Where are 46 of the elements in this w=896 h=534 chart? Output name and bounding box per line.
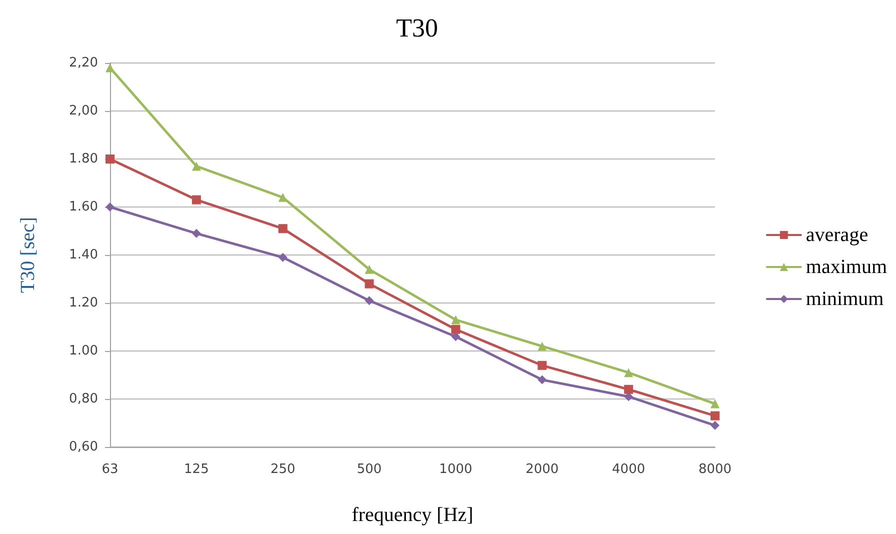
point <box>451 332 460 342</box>
x-axis-title: frequency [Hz] <box>352 504 474 526</box>
point <box>106 154 114 164</box>
legend-label: average <box>806 224 868 246</box>
point <box>364 264 374 274</box>
x-tick-label: 250 <box>270 462 296 477</box>
point <box>710 420 720 430</box>
y-tick-label: 1.80 <box>69 152 98 166</box>
x-tick-label: 125 <box>184 462 209 477</box>
y-tick-label: 1.00 <box>69 344 98 358</box>
point <box>364 279 374 288</box>
point <box>624 392 634 402</box>
point <box>192 195 201 204</box>
point <box>106 202 114 212</box>
y-tick-label: 0,80 <box>69 392 98 406</box>
point <box>624 384 634 394</box>
point <box>451 324 460 334</box>
chart-title: T30 <box>396 14 438 42</box>
x-tick-label: 8000 <box>698 462 732 477</box>
point <box>451 315 460 324</box>
y-tick-label: 0,60 <box>69 440 98 454</box>
point <box>192 228 201 238</box>
x-tick-label: 1000 <box>439 462 472 477</box>
y-tick-label: 1.60 <box>69 200 98 214</box>
point <box>278 224 288 234</box>
y-tick-label: 1.20 <box>69 296 98 310</box>
legend-label: maximum <box>806 256 888 278</box>
x-tick-label: 63 <box>102 462 118 477</box>
point <box>278 192 288 202</box>
point <box>710 399 720 408</box>
y-tick-label: 2,00 <box>69 104 98 118</box>
point <box>538 360 547 370</box>
x-tick-label: 2000 <box>526 462 559 477</box>
x-tick-label: 4000 <box>612 462 646 477</box>
point <box>710 411 720 420</box>
point <box>624 368 634 378</box>
y-tick-label: 1.40 <box>69 248 98 262</box>
point <box>538 375 547 384</box>
point <box>192 162 201 171</box>
x-tick-label: 500 <box>356 462 382 477</box>
y-axis-title: T30 [sec] <box>17 216 39 294</box>
point <box>364 296 374 306</box>
point <box>538 342 547 351</box>
point <box>278 252 288 262</box>
y-tick-label: 2,20 <box>69 56 98 70</box>
legend-label: minimum <box>806 288 884 310</box>
